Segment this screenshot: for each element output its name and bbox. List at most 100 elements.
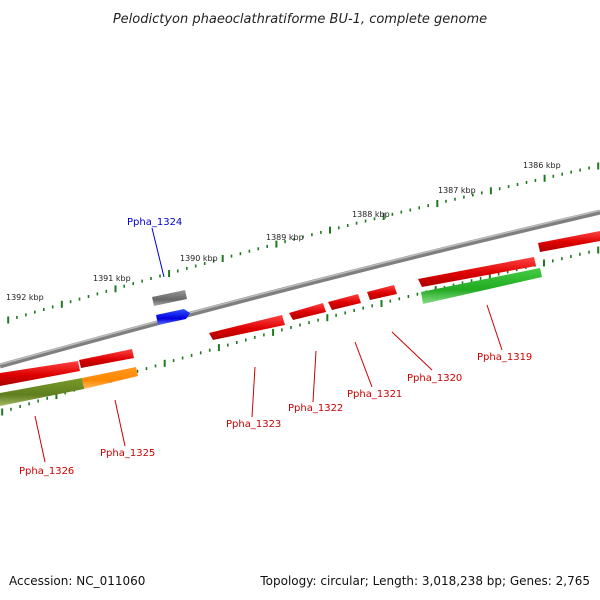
gene-feature-ppha-1325[interactable] [82, 367, 138, 389]
inner-scale-minor-tick [37, 399, 39, 403]
inner-scale-minor-tick [290, 326, 292, 329]
leader-line-ppha-1322 [312, 350, 317, 403]
inner-scale-major-tick [488, 272, 491, 280]
outer-scale-major-tick [489, 187, 492, 195]
gene-feature-ppha-1319-b[interactable] [418, 257, 536, 287]
inner-scale-minor-tick [416, 292, 419, 296]
leader-line-ppha-1325 [114, 399, 126, 447]
outer-scale-minor-tick [123, 284, 125, 288]
gene-feature-ppha-1322[interactable] [289, 303, 326, 320]
leader-line-ppha-1320 [391, 331, 433, 371]
outer-scale-major-tick [597, 162, 600, 170]
gene-feature-ppha-1324-gray[interactable] [152, 290, 187, 306]
scale-label-1392: 1392 kbp [6, 293, 44, 302]
inner-scale-minor-tick [452, 283, 455, 287]
inner-scale-major-tick [272, 328, 275, 336]
outer-scale-minor-tick [516, 183, 519, 186]
outer-scale-minor-tick [212, 259, 215, 263]
inner-scale-minor-tick [389, 299, 392, 303]
outer-scale-minor-tick [203, 262, 206, 265]
leader-line-ppha-1321 [354, 341, 373, 388]
gene-label-ppha-1321[interactable]: Ppha_1321 [347, 389, 402, 400]
outer-scale-major-tick [114, 285, 117, 293]
inner-scale-minor-tick [317, 318, 319, 322]
gene-feature-ppha-1321[interactable] [328, 294, 361, 310]
outer-scale-major-tick [382, 213, 385, 220]
outer-scale-minor-tick [25, 313, 27, 317]
outer-scale-minor-tick [355, 221, 358, 225]
outer-scale-minor-tick [552, 174, 555, 178]
outer-scale-minor-tick [373, 217, 376, 221]
inner-scale-minor-tick [263, 333, 265, 337]
inner-scale-minor-tick [172, 359, 175, 363]
outer-scale-minor-tick [69, 300, 72, 304]
genome-info-label: Topology: circular; Length: 3,018,238 bp… [260, 574, 590, 588]
outer-scale-minor-tick [248, 249, 251, 253]
outer-scale-minor-tick [364, 219, 367, 223]
inner-scale-minor-tick [64, 391, 66, 395]
gene-feature-ppha-1320[interactable] [367, 285, 397, 300]
gene-feature-ppha-1319[interactable] [421, 268, 542, 304]
outer-scale-minor-tick [293, 237, 295, 241]
inner-scale-minor-tick [353, 309, 355, 312]
outer-scale-minor-tick [194, 264, 197, 268]
inner-scale-minor-tick [588, 250, 590, 254]
outer-scale-minor-tick [16, 315, 18, 319]
outer-scale-minor-tick [159, 274, 161, 278]
outer-scale-minor-tick [391, 212, 394, 216]
outer-scale-minor-tick [311, 233, 313, 237]
gene-label-ppha-1323[interactable]: Ppha_1323 [226, 419, 281, 430]
outer-scale-minor-tick [257, 247, 260, 251]
scale-label-1386: 1386 kbp [523, 161, 561, 170]
gene-feature-ppha-1323[interactable] [209, 315, 285, 340]
gene-label-ppha-1322[interactable]: Ppha_1322 [288, 403, 343, 414]
outer-scale-minor-tick [105, 289, 108, 293]
gene-label-ppha-1326[interactable]: Ppha_1326 [19, 466, 74, 477]
leader-line-ppha-1319 [486, 304, 503, 351]
inner-scale-minor-tick [398, 297, 401, 301]
inner-scale-minor-tick [371, 304, 373, 308]
outer-scale-minor-tick [51, 305, 54, 309]
gene-label-ppha-1320[interactable]: Ppha_1320 [407, 373, 462, 384]
outer-scale-minor-tick [472, 193, 474, 197]
outer-scale-major-tick [168, 270, 171, 277]
inner-scale-minor-tick [308, 321, 310, 325]
inner-scale-minor-tick [227, 343, 229, 347]
gene-label-ppha-1324[interactable]: Ppha_1324 [127, 217, 182, 228]
scale-label-1388: 1388 kbp [352, 210, 390, 219]
inner-scale-minor-tick [236, 341, 238, 344]
inner-scale-minor-tick [254, 335, 256, 339]
inner-scale-minor-tick [136, 369, 139, 373]
outer-scale-ticks [7, 162, 600, 324]
outer-scale-minor-tick [87, 295, 90, 298]
inner-scale-minor-tick [362, 306, 364, 310]
inner-scale-major-tick [55, 392, 58, 400]
genome-backbone-highlight [0, 209, 600, 366]
inner-scale-major-tick [380, 300, 383, 307]
inner-scale-minor-tick [199, 351, 202, 355]
inner-scale-major-tick [163, 359, 166, 367]
gene-feature-ppha-1324[interactable] [156, 309, 190, 325]
leader-line-ppha-1326 [34, 415, 46, 463]
gene-label-ppha-1319[interactable]: Ppha_1319 [477, 352, 532, 363]
gene-feature-ppha-1326-red[interactable] [0, 361, 80, 386]
outer-scale-minor-tick [570, 170, 572, 174]
gene-feature-ppha-1325-red[interactable] [79, 349, 134, 368]
outer-scale-minor-tick [445, 199, 447, 203]
outer-scale-minor-tick [409, 208, 412, 212]
outer-scale-minor-tick [284, 240, 286, 244]
outer-scale-minor-tick [239, 252, 242, 256]
gene-feature-ppha-1319-a[interactable] [538, 231, 600, 252]
outer-scale-minor-tick [400, 210, 403, 214]
outer-scale-major-tick [60, 300, 63, 308]
gene-label-ppha-1325[interactable]: Ppha_1325 [100, 448, 155, 459]
gene-feature-ppha-1326[interactable] [0, 378, 84, 406]
inner-scale-minor-tick [579, 252, 581, 256]
outer-scale-minor-tick [43, 308, 45, 311]
genome-backbone [0, 209, 600, 369]
outer-scale-minor-tick [338, 226, 340, 230]
outer-scale-minor-tick [498, 187, 501, 191]
outer-scale-minor-tick [418, 206, 420, 210]
outer-scale-minor-tick [481, 191, 483, 195]
